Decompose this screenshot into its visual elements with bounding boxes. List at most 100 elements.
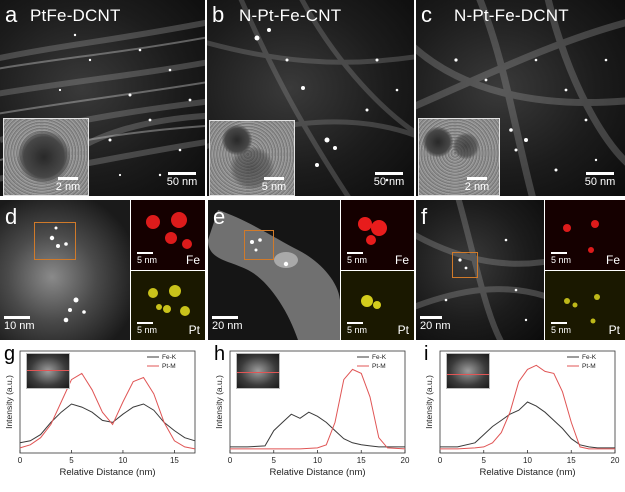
panel-label: h [214, 343, 226, 365]
nanotube-shape [208, 210, 340, 340]
y-axis-label: Intensity (a.u.) [214, 375, 224, 429]
fe-signal [146, 212, 192, 249]
element-label: Pt [608, 323, 620, 337]
scale-bar: 20 nm [212, 316, 252, 332]
element-label: Fe [605, 253, 620, 267]
panel-title: N-Pt-Fe-CNT [239, 6, 342, 25]
chart-svg: 0 5 10 15 Relative Distance (nm) Intensity (a… [4, 350, 196, 478]
profile-inset-image [26, 353, 70, 389]
x-tick-label: 0 [228, 456, 233, 465]
series-line-pt-m [19, 372, 196, 450]
panel-label: e [213, 204, 226, 229]
panel-label: b [212, 2, 225, 27]
line-profile-g: g 0 5 10 15 Relative Distance (nm) Intensity … [0, 343, 205, 487]
map-scale-bar: 5 nm [347, 252, 367, 265]
x-tick-label: 15 [170, 456, 179, 465]
plot-frame [19, 350, 196, 454]
element-label: Pt [188, 323, 200, 337]
panel-d-haadf: d 10 nm [0, 200, 130, 340]
series-line-fe-k [19, 403, 196, 444]
panel-label: a [5, 2, 18, 27]
inset-scale-bar: 2 nm [52, 177, 84, 193]
element-label: Pt [397, 323, 409, 337]
panel-c-sem: c N-Pt-Fe-DCNT 2 nm 50 nm [416, 0, 625, 196]
x-axis-label: Relative Distance (nm) [269, 467, 365, 478]
map-scale-bar: 5 nm [137, 252, 157, 265]
x-tick-label: 15 [357, 456, 366, 465]
hrtem-inset: 5 nm [209, 120, 295, 196]
panel-label: d [5, 204, 18, 229]
panel-f-haadf: f 20 nm [416, 200, 544, 340]
panel-label: f [421, 204, 428, 229]
map-scale-bar: 5 nm [551, 252, 571, 265]
panel-title: N-Pt-Fe-DCNT [454, 6, 569, 25]
legend-label: Fe-K [372, 354, 387, 361]
fe-signal [563, 220, 599, 253]
inset-scale-bar: 5 nm [258, 177, 290, 193]
x-tick-label: 5 [482, 456, 487, 465]
pt-signal [148, 285, 190, 316]
region-of-interest [244, 230, 274, 260]
series-line-pt-m [230, 368, 406, 450]
element-label: Fe [185, 253, 200, 267]
nanoparticle-core [423, 127, 453, 157]
x-tick-label: 15 [567, 456, 576, 465]
profile-inset-image [236, 353, 280, 389]
pt-eds-map: 5 nm Pt [545, 271, 625, 340]
fe-eds-map: 5 nm Fe [341, 200, 414, 270]
scale-bar: 20 nm [420, 316, 460, 332]
x-tick-label: 10 [118, 456, 127, 465]
panel-a-sem: a PtFe-DCNT 2 nm 50 nm [0, 0, 205, 196]
nanotube-texture [416, 200, 544, 340]
series-line-pt-m [440, 364, 615, 450]
legend-label: Pt-M [162, 363, 176, 370]
legend-label: Fe-K [162, 354, 177, 361]
element-label: Fe [394, 253, 409, 267]
line-profile-i: i 0 5 10 15 20 Relative Distance (nm) Intensit… [420, 343, 625, 487]
region-of-interest [452, 252, 478, 278]
chart-svg: 0 5 10 15 20 Relative Distance (nm) Intensity … [214, 350, 410, 478]
x-tick-label: 10 [523, 456, 532, 465]
panel-label: c [421, 2, 432, 27]
pt-eds-map: 5 nm Pt [341, 271, 414, 340]
x-tick-label: 5 [272, 456, 277, 465]
x-tick-label: 0 [18, 456, 23, 465]
fe-signal [358, 217, 387, 245]
legend-label: Fe-K [582, 354, 597, 361]
map-scale-bar: 5 nm [551, 322, 571, 335]
y-axis-label: Intensity (a.u.) [424, 375, 434, 429]
nanoparticle-core [18, 131, 70, 183]
inset-scale-bar: 2 nm [461, 177, 493, 193]
panel-title: PtFe-DCNT [30, 6, 121, 25]
panel-e-haadf: e 20 nm [208, 200, 340, 340]
hrtem-inset: 2 nm [3, 118, 89, 196]
map-scale-bar: 5 nm [137, 322, 157, 335]
scale-bar: 50 nm [160, 172, 204, 188]
pt-signal [361, 295, 381, 309]
x-axis-label: Relative Distance (nm) [479, 467, 575, 478]
chart-svg: 0 5 10 15 20 Relative Distance (nm) Intensity … [424, 350, 620, 478]
profile-inset-image [446, 353, 490, 389]
panel-label: g [4, 343, 16, 365]
scale-bar: 50 nm [367, 172, 411, 188]
legend-label: Pt-M [582, 363, 596, 370]
fe-eds-map: 5 nm Fe [131, 200, 205, 270]
hrtem-inset: 2 nm [418, 118, 500, 196]
series-line-fe-k [440, 401, 615, 449]
series-line-fe-k [230, 411, 405, 448]
panel-b-sem: b N-Pt-Fe-CNT 5 nm 50 nm [207, 0, 414, 196]
x-tick-label: 10 [313, 456, 322, 465]
nanoparticle-core [453, 133, 479, 159]
x-tick-label: 5 [69, 456, 74, 465]
y-axis-label: Intensity (a.u.) [4, 375, 14, 429]
nanoparticle-core [230, 147, 274, 189]
line-profile-h: h 0 5 10 15 20 Relative Distance (nm) Intensit… [210, 343, 415, 487]
panel-label: i [424, 343, 429, 365]
map-scale-bar: 5 nm [347, 322, 367, 335]
particle-dots [49, 226, 86, 323]
fe-eds-map: 5 nm Fe [545, 200, 625, 270]
x-axis-label: Relative Distance (nm) [59, 467, 155, 478]
legend-label: Pt-M [372, 363, 386, 370]
pt-signal [564, 294, 600, 324]
scale-bar: 50 nm [578, 172, 622, 188]
